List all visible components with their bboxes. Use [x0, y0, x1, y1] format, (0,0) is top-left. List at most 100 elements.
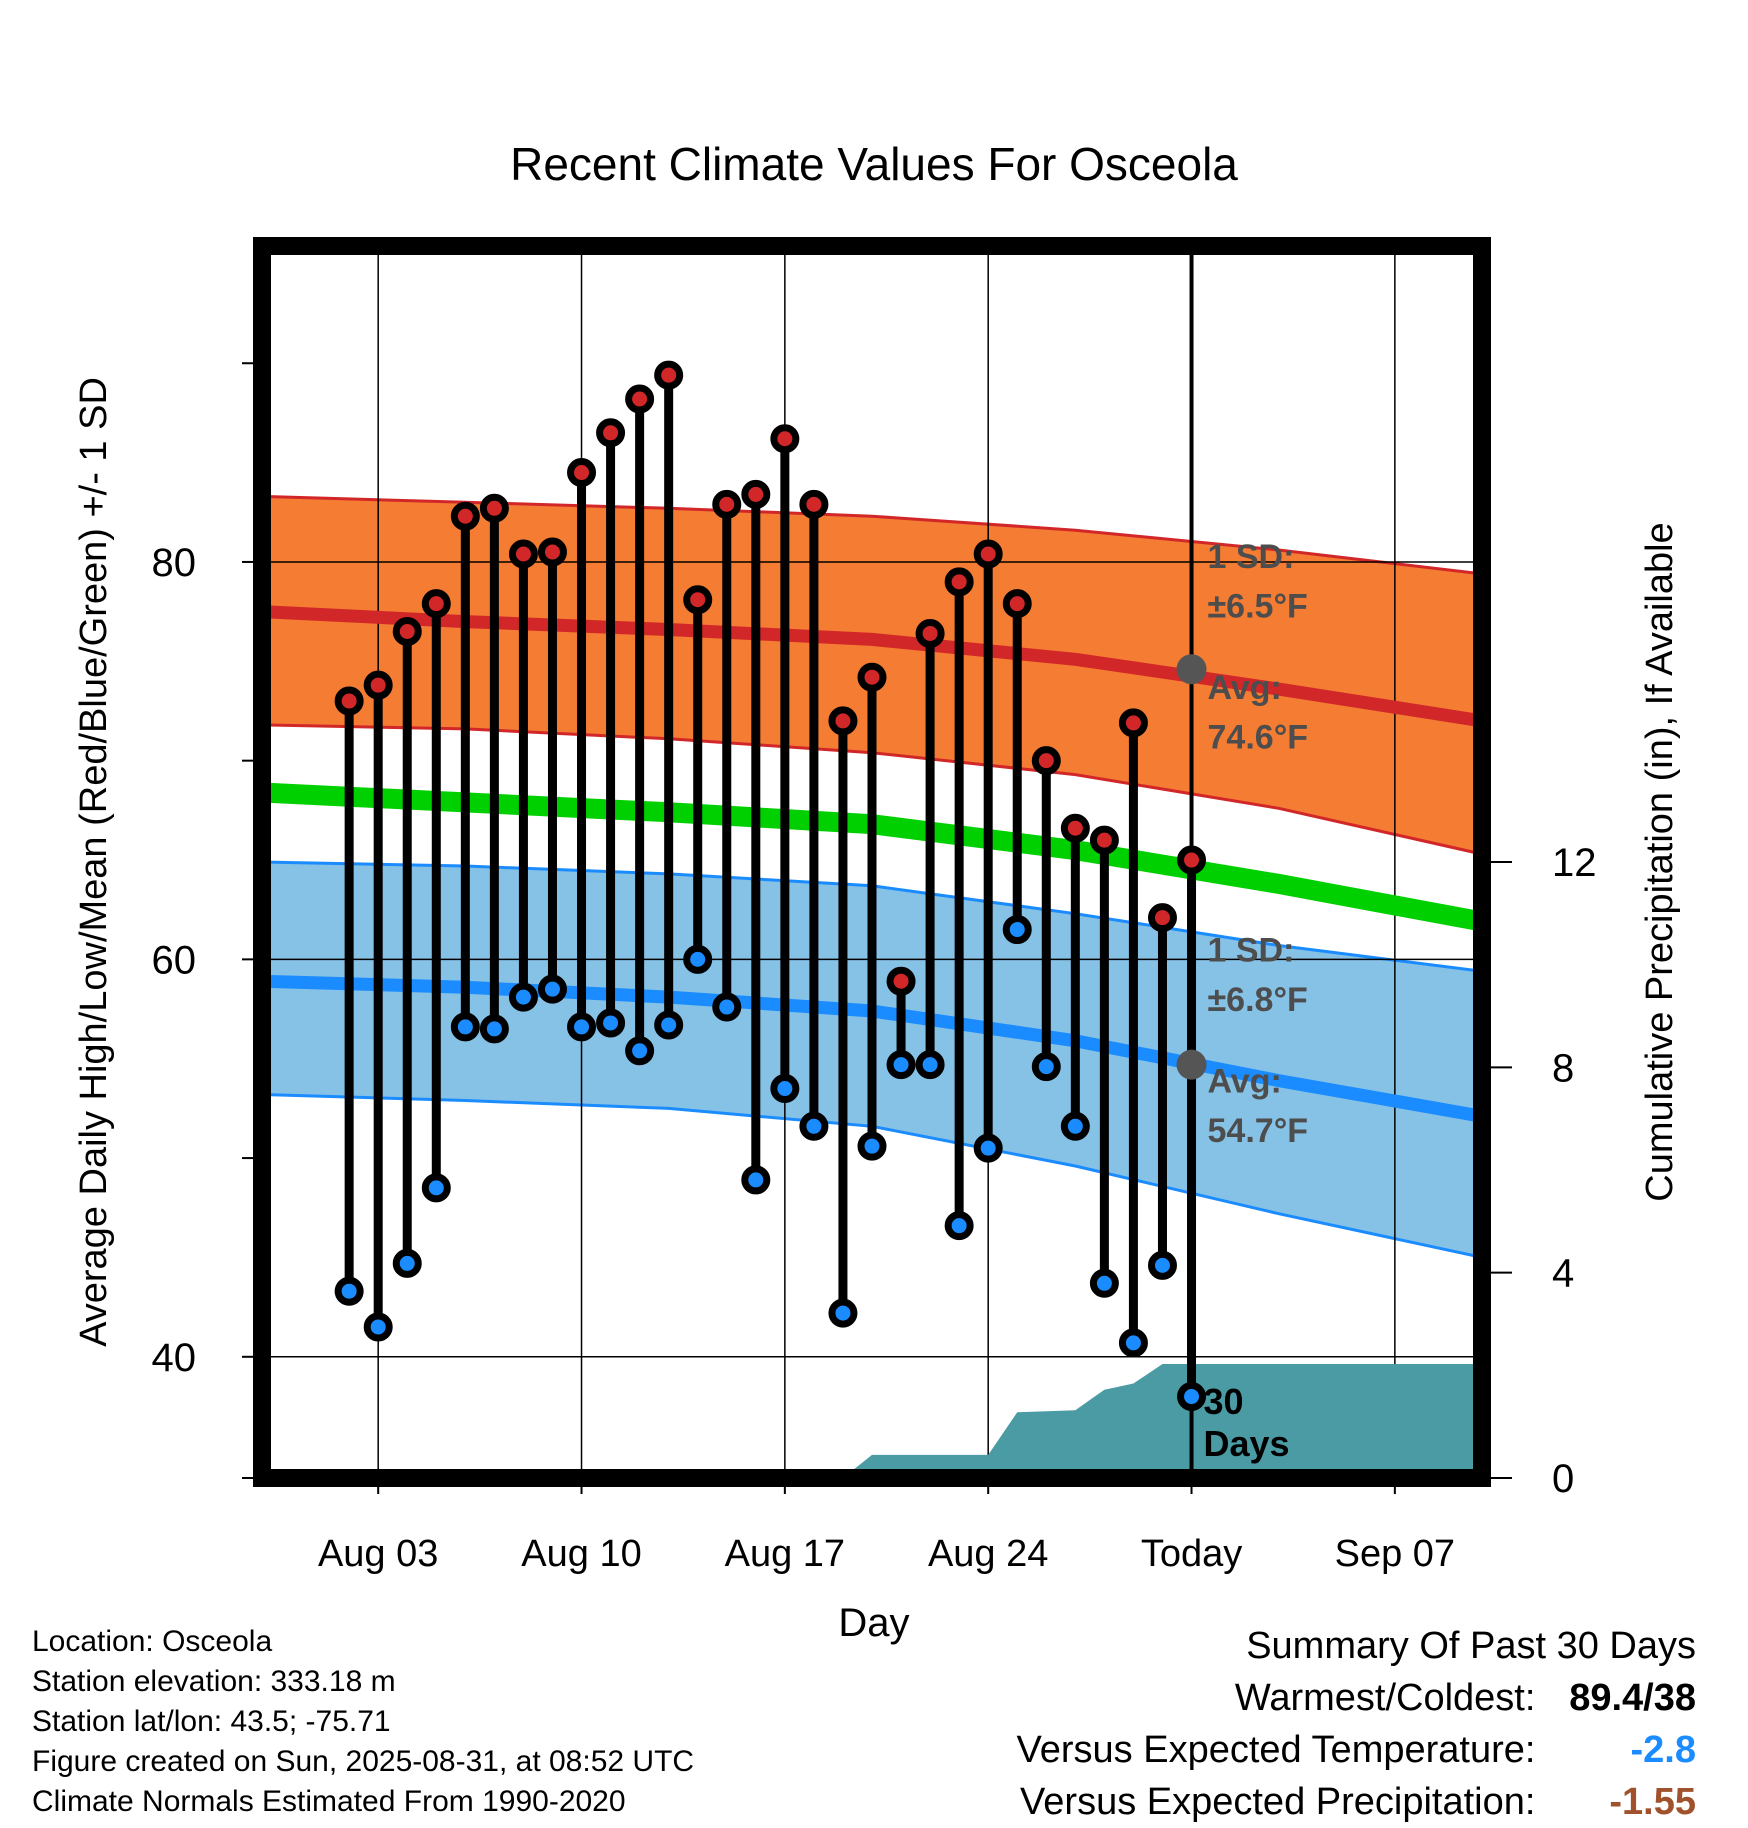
low-sd-value: ±6.8°F	[1208, 981, 1308, 1019]
low-point-2025-08-10	[567, 1012, 597, 1042]
high-point-2025-08-03	[363, 670, 393, 700]
x-tick-label-Aug 17: Aug 17	[725, 1533, 845, 1575]
low-point-2025-08-25	[1002, 915, 1032, 945]
summary-panel: Summary Of Past 30 Days Warmest/Coldest:…	[796, 1620, 1696, 1828]
station-info: Location: Osceola Station elevation: 333…	[32, 1622, 694, 1822]
low-avg-value: 54.7°F	[1208, 1112, 1309, 1150]
high-point-2025-08-10	[567, 458, 597, 488]
low-avg-marker	[1176, 1049, 1207, 1080]
axes: Aug 03 Aug 10 Aug 17 Aug 24 Today Sep 0740608…	[152, 362, 1597, 1575]
high-point-2025-08-13	[654, 360, 684, 390]
summary-warm-cold: Warmest/Coldest: 89.4/38	[796, 1672, 1696, 1724]
low-point-2025-08-29	[1118, 1328, 1148, 1358]
x-tick-label-Today: Today	[1141, 1533, 1242, 1575]
precip-cumulative-area	[843, 1364, 1482, 1478]
y-right-tick-label-0: 0	[1552, 1457, 1574, 1501]
low-point-2025-08-05	[421, 1173, 451, 1203]
high-point-2025-08-04	[392, 616, 422, 646]
x-axis-label: Day	[838, 1601, 909, 1645]
location-text: Location: Osceola	[32, 1625, 273, 1658]
low-point-2025-08-18	[799, 1111, 829, 1141]
normals-text: Climate Normals Estimated From 1990-2020	[32, 1785, 626, 1818]
y-axis-label: Average Daily High/Low/Mean (Red/Blue/Gr…	[73, 377, 115, 1347]
precip-days-label: Days	[1204, 1423, 1290, 1464]
y-tick-label-80: 80	[152, 541, 197, 585]
high-point-2025-08-05	[421, 589, 451, 619]
high-sd-label: 1 SD:	[1208, 538, 1295, 576]
high-avg-label: Avg:	[1208, 669, 1282, 707]
precip-area	[843, 1364, 1482, 1478]
low-point-2025-08-19	[828, 1298, 858, 1328]
high-point-2025-08-30	[1147, 903, 1177, 933]
high-point-2025-08-19	[828, 706, 858, 736]
low-point-2025-08-09	[537, 974, 567, 1004]
low-point-2025-08-12	[625, 1036, 655, 1066]
low-point-2025-08-02	[334, 1276, 364, 1306]
precip-value: -1.55	[1609, 1781, 1696, 1823]
high-point-2025-08-16	[741, 479, 771, 509]
summary-title: Summary Of Past 30 Days	[1246, 1625, 1696, 1667]
high-point-2025-08-24	[973, 539, 1003, 569]
y-right-tick-label-4: 4	[1552, 1252, 1574, 1296]
low-point-2025-08-04	[392, 1248, 422, 1278]
daily-stems	[344, 375, 1197, 1397]
high-point-2025-08-02	[334, 686, 364, 716]
high-avg-marker	[1176, 654, 1207, 685]
low-point-2025-08-07	[479, 1014, 509, 1044]
low-point-2025-08-31	[1177, 1382, 1207, 1412]
high-point-2025-08-08	[508, 539, 538, 569]
warm-cold-value: 89.4/38	[1569, 1677, 1696, 1719]
low-point-2025-08-08	[508, 982, 538, 1012]
annotations: 1 SD: ±6.5°F Avg: 74.6°F 1 SD: ±6.8°F Avg: 54.7…	[1176, 538, 1309, 1464]
low-point-2025-08-15	[712, 992, 742, 1022]
high-point-2025-08-14	[683, 585, 713, 615]
high-point-2025-08-31	[1177, 845, 1207, 875]
y-right-tick-label-12: 12	[1552, 841, 1597, 885]
chart-title: Recent Climate Values For Osceola	[510, 138, 1238, 190]
low-point-2025-08-30	[1147, 1250, 1177, 1280]
low-point-2025-08-28	[1089, 1268, 1119, 1298]
high-point-2025-08-09	[537, 537, 567, 567]
high-point-2025-08-12	[625, 384, 655, 414]
high-point-2025-08-23	[944, 567, 974, 597]
high-point-2025-08-07	[479, 493, 509, 523]
y-tick-label-40: 40	[152, 1336, 197, 1380]
high-point-2025-08-06	[450, 501, 480, 531]
temp-label: Versus Expected Temperature:	[1016, 1729, 1536, 1771]
summary-temp: Versus Expected Temperature: -2.8	[796, 1724, 1696, 1776]
low-point-2025-08-17	[770, 1074, 800, 1104]
daily-dots	[334, 360, 1207, 1412]
low-point-2025-08-03	[363, 1312, 393, 1342]
high-point-2025-08-18	[799, 489, 829, 519]
high-point-2025-08-27	[1060, 813, 1090, 843]
x-tick-label-Aug 10: Aug 10	[521, 1533, 641, 1575]
low-avg-label: Avg:	[1208, 1063, 1282, 1101]
low-sd-label: 1 SD:	[1208, 931, 1295, 969]
summary-precip: Versus Expected Precipitation: -1.55	[796, 1776, 1696, 1828]
low-point-2025-08-22	[915, 1050, 945, 1080]
low-point-2025-08-24	[973, 1133, 1003, 1163]
high-point-2025-08-26	[1031, 746, 1061, 776]
low-point-2025-08-14	[683, 944, 713, 974]
temp-value: -2.8	[1630, 1729, 1696, 1771]
low-point-2025-08-06	[450, 1012, 480, 1042]
precip-days-number: 30	[1204, 1381, 1244, 1422]
high-point-2025-08-29	[1118, 708, 1148, 738]
high-point-2025-08-25	[1002, 589, 1032, 619]
y-axis-right-label: Cumulative Precipitation (in), If Availa…	[1639, 522, 1681, 1201]
warm-cold-label: Warmest/Coldest:	[1234, 1677, 1536, 1719]
high-point-2025-08-11	[596, 418, 626, 448]
elevation-text: Station elevation: 333.18 m	[32, 1665, 396, 1698]
created-text: Figure created on Sun, 2025-08-31, at 08…	[32, 1745, 695, 1778]
low-point-2025-08-27	[1060, 1111, 1090, 1141]
y-right-tick-label-8: 8	[1552, 1046, 1574, 1090]
x-tick-label-Aug 24: Aug 24	[928, 1533, 1048, 1575]
low-point-2025-08-16	[741, 1165, 771, 1195]
low-point-2025-08-13	[654, 1010, 684, 1040]
high-point-2025-08-20	[857, 662, 887, 692]
y-tick-label-60: 60	[152, 938, 197, 982]
low-point-2025-08-23	[944, 1211, 974, 1241]
x-tick-label-Sep 07: Sep 07	[1335, 1533, 1455, 1575]
high-sd-value: ±6.5°F	[1208, 588, 1308, 626]
